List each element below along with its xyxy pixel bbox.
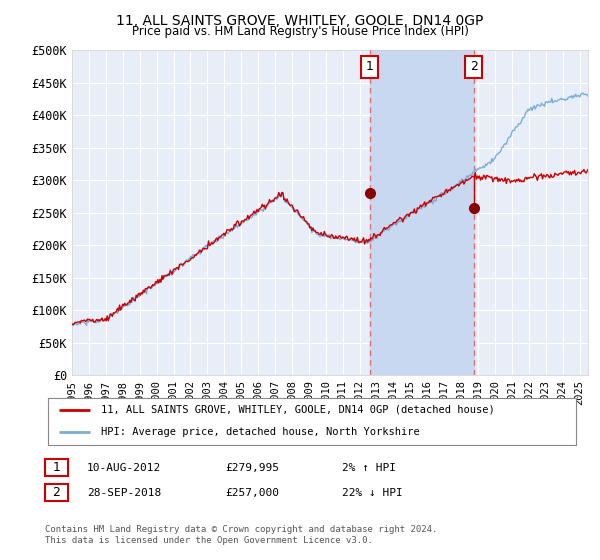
Text: 2: 2 — [470, 60, 478, 73]
Text: 2: 2 — [52, 486, 61, 500]
Text: 28-SEP-2018: 28-SEP-2018 — [87, 488, 161, 498]
Text: 11, ALL SAINTS GROVE, WHITLEY, GOOLE, DN14 0GP: 11, ALL SAINTS GROVE, WHITLEY, GOOLE, DN… — [116, 14, 484, 28]
Text: 1: 1 — [366, 60, 374, 73]
Text: £279,995: £279,995 — [225, 463, 279, 473]
Text: £257,000: £257,000 — [225, 488, 279, 498]
Text: 2% ↑ HPI: 2% ↑ HPI — [342, 463, 396, 473]
Bar — [370, 50, 474, 375]
Text: 22% ↓ HPI: 22% ↓ HPI — [342, 488, 403, 498]
Text: 10-AUG-2012: 10-AUG-2012 — [87, 463, 161, 473]
Text: Price paid vs. HM Land Registry's House Price Index (HPI): Price paid vs. HM Land Registry's House … — [131, 25, 469, 38]
Text: HPI: Average price, detached house, North Yorkshire: HPI: Average price, detached house, Nort… — [101, 427, 419, 437]
Text: Contains HM Land Registry data © Crown copyright and database right 2024.
This d: Contains HM Land Registry data © Crown c… — [45, 525, 437, 545]
Text: 11, ALL SAINTS GROVE, WHITLEY, GOOLE, DN14 0GP (detached house): 11, ALL SAINTS GROVE, WHITLEY, GOOLE, DN… — [101, 404, 494, 414]
Text: 1: 1 — [52, 461, 61, 474]
